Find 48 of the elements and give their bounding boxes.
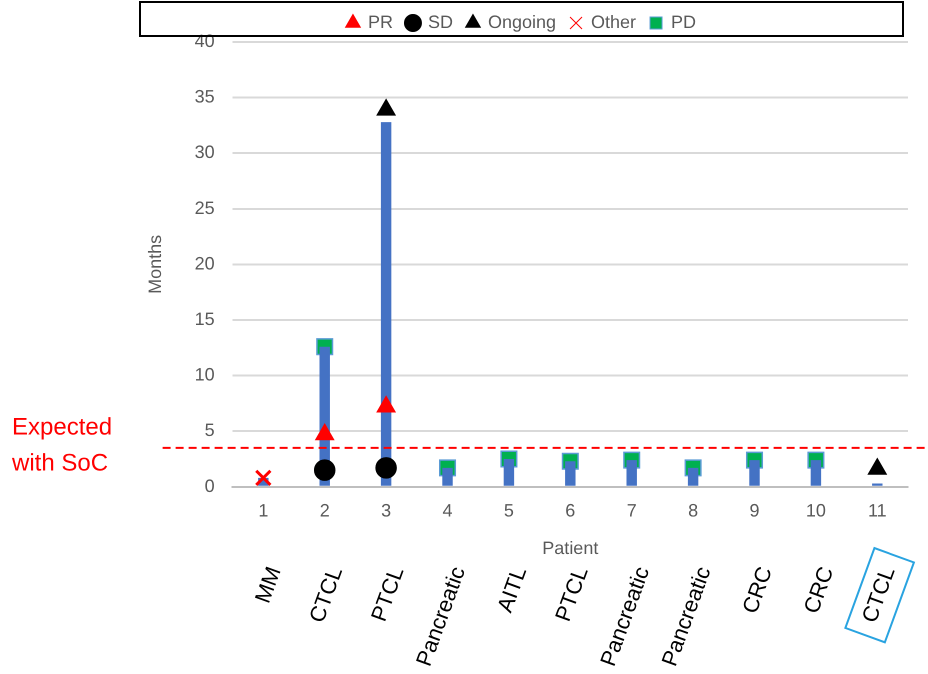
y-tick-label: 15 — [194, 308, 215, 329]
y-tick-label: 20 — [194, 253, 215, 274]
y-axis-title: Months — [144, 234, 165, 294]
bar — [626, 460, 637, 486]
y-tick-label: 10 — [194, 364, 215, 385]
y-tick-label: 0 — [204, 476, 215, 496]
text: CRC — [737, 563, 777, 617]
text: MM — [250, 563, 286, 606]
x-tick-label: 5 — [504, 500, 514, 521]
bar — [872, 483, 883, 486]
bar — [380, 122, 392, 486]
bar — [565, 461, 576, 486]
x-tick-label: 10 — [806, 500, 826, 521]
bar — [749, 460, 760, 486]
text: CTCL — [856, 563, 900, 626]
legend-label: Ongoing — [488, 12, 556, 32]
x-tick-label: 7 — [626, 500, 637, 521]
text: CTCL — [304, 563, 348, 626]
y-tick-label: 5 — [204, 420, 215, 440]
point — [254, 469, 272, 486]
legend-label: PD — [671, 12, 696, 32]
x-tick-label: 6 — [565, 500, 576, 521]
x-tick-label: 9 — [749, 500, 760, 521]
bar — [442, 468, 453, 486]
point — [376, 99, 396, 116]
y-tick-label: 35 — [194, 86, 215, 107]
x-axis-title: Patient — [542, 538, 598, 558]
x-tick-label: 8 — [688, 500, 698, 521]
point — [375, 457, 397, 479]
legend-label: SD — [428, 12, 453, 32]
x-tick-label: 1 — [258, 500, 268, 521]
x-tick-label: 2 — [320, 500, 330, 521]
bar — [688, 468, 698, 486]
y-tick-label: 30 — [194, 142, 215, 162]
text: PTCL — [366, 563, 409, 625]
x-tick-label: 3 — [381, 500, 392, 521]
legend-label: Other — [591, 12, 636, 32]
bar — [810, 460, 822, 486]
bar — [504, 459, 514, 486]
ref-line-label: Expected with SoC — [11, 414, 112, 477]
text: PTCL — [550, 563, 593, 625]
x-tick-label: 4 — [442, 500, 453, 521]
text: AITL — [492, 563, 532, 616]
y-tick-label: 25 — [194, 198, 215, 218]
text: CRC — [798, 563, 838, 617]
point — [314, 459, 336, 481]
x-tick-label: 11 — [868, 500, 887, 521]
legend-label: PR — [368, 12, 393, 32]
